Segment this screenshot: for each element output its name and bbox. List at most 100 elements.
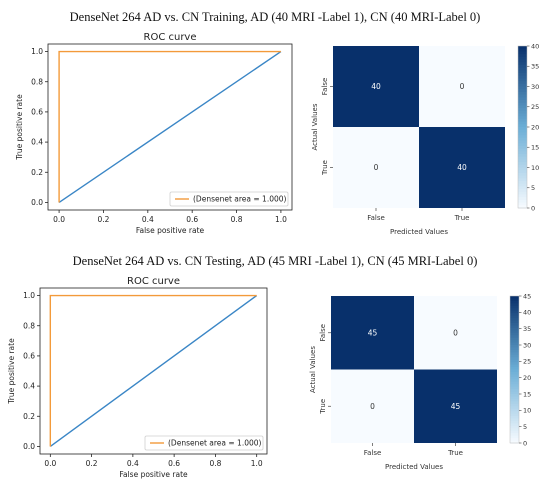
cm1-colorbar-strip: [518, 156, 527, 160]
cm2-colorbar-tick-label: 45: [523, 292, 531, 300]
cm1-colorbar-strip: [518, 94, 527, 98]
cm2-colorbar-strip: [510, 310, 519, 314]
roc2-x-tick-label: 1.0: [251, 459, 263, 468]
roc2-x-tick-label: 0.8: [209, 459, 221, 468]
cm2-cell-r1c0: [331, 369, 414, 443]
cm2-colorbar-strip: [510, 430, 519, 434]
cm2-colorbar-frame: [509, 295, 520, 444]
cm2-colorbar-strip: [510, 320, 519, 324]
roc1-x-tick-label: 0.2: [97, 215, 109, 224]
cm2-colorbar-strip: [510, 413, 519, 417]
cm1-colorbar-strip: [518, 97, 527, 101]
roc1-legend-label: (Densenet area = 1.000): [193, 195, 287, 204]
cm1-colorbar-strip: [518, 73, 527, 77]
cm2-colorbar-strip: [510, 308, 519, 312]
cm1-colorbar-strip: [518, 175, 527, 179]
cm2-colorbar-strip: [510, 384, 519, 388]
roc2-y-tick-label: 0.0: [23, 442, 35, 451]
cm1-colorbar-strip: [518, 62, 527, 66]
cm1-cell-r0c0: [333, 46, 419, 127]
cm1-colorbar-strip: [518, 75, 527, 79]
cm2-colorbar-strip: [510, 406, 519, 410]
cm1-colorbar-strip: [518, 199, 527, 204]
cm2-colorbar-strip: [510, 374, 519, 378]
cm2-colorbar-strip: [510, 386, 519, 390]
cm1-colorbar-strip: [518, 186, 527, 190]
cm2-colorbar-strip: [510, 345, 519, 349]
cm1-cell-value: 0: [374, 163, 379, 172]
cm1-colorbar-strip: [518, 202, 527, 206]
cm2-colorbar-strip: [510, 342, 519, 346]
roc1-x-axis-label: False positive rate: [136, 226, 205, 235]
cm1-colorbar-strip: [518, 64, 527, 69]
testing-caption: DenseNet 264 AD vs. CN Testing, AD (45 M…: [72, 254, 478, 268]
cm1-colorbar-strip: [518, 129, 527, 133]
cm1-colorbar-strip: [518, 121, 527, 125]
cm1-colorbar-strip: [518, 89, 527, 93]
cm1-cell-r1c1: [419, 127, 505, 208]
roc1-x-tick-label: 0.0: [53, 215, 65, 224]
cm1-colorbar-strip: [518, 105, 527, 109]
cm2-colorbar-strip: [510, 440, 519, 444]
cm2-colorbar-strip: [510, 362, 519, 366]
cm2-colorbar-tick-label: 25: [523, 358, 531, 366]
cm2-colorbar-tick-label: 0: [523, 439, 527, 447]
roc2-y-tick-label: 0.6: [23, 352, 35, 361]
cm1-colorbar-strip: [518, 154, 527, 158]
cm1-colorbar-strip: [518, 159, 527, 163]
cm1-colorbar-strip: [518, 124, 527, 128]
cm1-colorbar-tick-label: 5: [531, 184, 535, 192]
roc2-roc-curve-line: [49, 294, 257, 447]
cm1-colorbar-strip: [518, 70, 527, 74]
cm1-colorbar-strip: [518, 56, 527, 61]
cm2-colorbar-tick-label: 15: [523, 390, 531, 398]
cm2-colorbar-strip: [510, 330, 519, 334]
cm1-colorbar-strip: [518, 137, 527, 142]
cm1-colorbar-strip: [518, 181, 527, 185]
cm1-colorbar-strip: [518, 205, 527, 209]
cm2-colorbar-strip: [510, 359, 519, 363]
cm1-colorbar-strip: [518, 110, 527, 115]
cm1-cell-r0c1: [419, 46, 505, 127]
cm2-colorbar-strip: [510, 403, 519, 407]
cm2-colorbar-strip: [510, 416, 519, 420]
cm2-colorbar-tick-label: 40: [523, 309, 531, 317]
cm2-colorbar-tick-label: 5: [523, 423, 527, 431]
cm1-colorbar-strip: [518, 164, 527, 169]
cm2-colorbar-strip: [510, 315, 519, 319]
cm1-colorbar-strip: [518, 51, 527, 55]
roc1-x-tick-label: 1.0: [275, 215, 287, 224]
cm1-cell-r1c0: [333, 127, 419, 208]
roc2-x-tick-label: 0.4: [127, 459, 139, 468]
cm2-y-category-label: False: [319, 324, 327, 342]
cm1-colorbar-strip: [518, 145, 527, 150]
cm2-x-category-label: True: [447, 449, 463, 457]
cm2-colorbar-strip: [510, 327, 519, 331]
roc2-y-axis-label: True positive rate: [7, 338, 16, 405]
cm1-cell-value: 40: [457, 163, 467, 172]
roc1-y-axis-label: True positive rate: [15, 94, 24, 161]
cm1-y-category-label: False: [321, 78, 329, 96]
cm1-colorbar-strip: [518, 59, 527, 63]
roc2-y-tick-label: 0.2: [23, 412, 35, 421]
cm2-colorbar-strip: [510, 408, 519, 412]
cm1-colorbar-strip: [518, 148, 527, 152]
cm1-x-axis-label: Predicted Values: [390, 228, 448, 236]
cm2-colorbar-strip: [510, 420, 519, 424]
cm2-colorbar-strip: [510, 371, 519, 375]
cm2-cell-value: 45: [451, 402, 461, 411]
cm2-colorbar-strip: [510, 305, 519, 309]
cm1-colorbar-strip: [518, 83, 527, 88]
roc2-y-tick-label: 1.0: [23, 291, 35, 300]
roc2-x-tick-label: 0.6: [168, 459, 180, 468]
cm1-colorbar-strip: [518, 127, 527, 131]
roc1-y-tick-label: 0.8: [31, 77, 43, 86]
roc2-legend-box: [144, 435, 264, 451]
cm1-colorbar-strip: [518, 140, 527, 144]
cm2-x-axis-label: Predicted Values: [385, 463, 443, 471]
roc1-y-tick-label: 0.0: [31, 198, 43, 207]
cm2-colorbar-strip: [510, 425, 519, 429]
cm2-colorbar-strip: [510, 369, 519, 373]
roc1-title: ROC curve: [144, 32, 197, 43]
cm1-colorbar-strip: [518, 100, 527, 104]
